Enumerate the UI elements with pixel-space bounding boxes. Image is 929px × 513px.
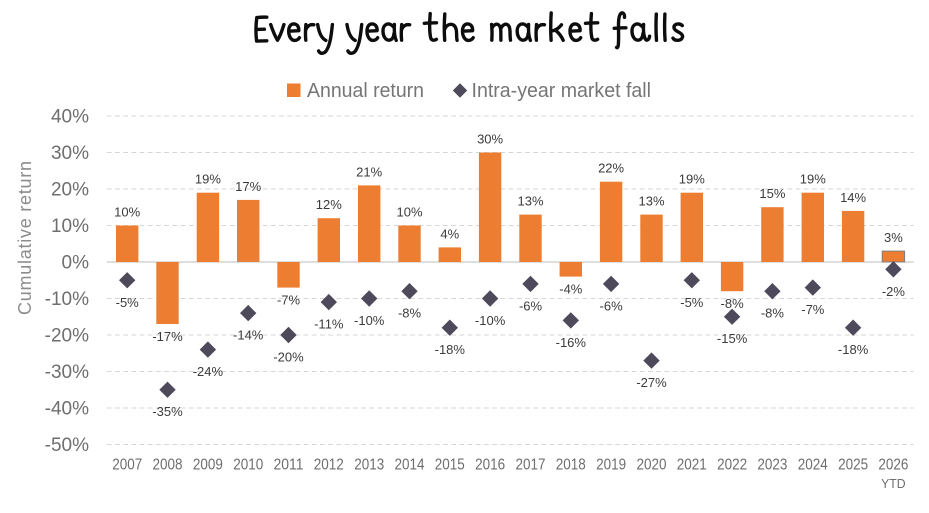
svg-text:-35%: -35% <box>152 404 183 419</box>
svg-text:-40%: -40% <box>45 399 89 420</box>
svg-text:-8%: -8% <box>721 296 745 311</box>
svg-text:22%: 22% <box>598 161 624 176</box>
svg-text:-15%: -15% <box>717 331 748 346</box>
svg-text:13%: 13% <box>517 194 543 209</box>
svg-text:2022: 2022 <box>717 457 747 474</box>
svg-text:30%: 30% <box>51 143 89 164</box>
svg-text:-8%: -8% <box>398 306 422 321</box>
svg-text:-18%: -18% <box>435 342 466 357</box>
svg-text:2026: 2026 <box>878 457 908 474</box>
svg-text:10%: 10% <box>396 205 422 220</box>
svg-text:-20%: -20% <box>273 350 304 365</box>
svg-text:2017: 2017 <box>516 457 546 474</box>
svg-text:2012: 2012 <box>314 457 344 474</box>
svg-text:-5%: -5% <box>116 295 140 310</box>
svg-text:19%: 19% <box>195 172 221 187</box>
svg-text:0%: 0% <box>62 253 90 274</box>
svg-text:15%: 15% <box>759 186 785 201</box>
svg-text:-27%: -27% <box>636 375 667 390</box>
svg-text:-10%: -10% <box>354 313 385 328</box>
svg-text:19%: 19% <box>800 172 826 187</box>
svg-text:2023: 2023 <box>757 457 787 474</box>
svg-text:12%: 12% <box>316 197 342 212</box>
svg-text:-7%: -7% <box>277 293 301 308</box>
svg-text:40%: 40% <box>51 107 89 128</box>
svg-text:2019: 2019 <box>596 457 626 474</box>
svg-text:4%: 4% <box>440 226 459 241</box>
svg-text:2021: 2021 <box>677 457 707 474</box>
svg-text:2020: 2020 <box>637 457 667 474</box>
svg-text:-50%: -50% <box>45 435 89 456</box>
svg-text:2009: 2009 <box>193 457 223 474</box>
svg-text:-10%: -10% <box>475 313 506 328</box>
svg-text:-5%: -5% <box>680 295 704 310</box>
svg-text:2016: 2016 <box>475 457 505 474</box>
svg-text:-18%: -18% <box>838 342 869 357</box>
svg-text:3%: 3% <box>884 230 903 245</box>
svg-text:-6%: -6% <box>519 298 543 313</box>
svg-text:-10%: -10% <box>45 289 89 310</box>
svg-text:Annual return: Annual return <box>307 80 424 102</box>
svg-text:Cumulative return: Cumulative return <box>15 161 35 315</box>
svg-text:-16%: -16% <box>556 335 587 350</box>
svg-text:19%: 19% <box>679 172 705 187</box>
svg-text:20%: 20% <box>51 180 89 201</box>
svg-text:13%: 13% <box>638 194 664 209</box>
svg-text:2024: 2024 <box>798 457 828 474</box>
svg-text:-24%: -24% <box>193 364 224 379</box>
svg-text:10%: 10% <box>51 216 89 237</box>
svg-text:10%: 10% <box>114 205 140 220</box>
svg-text:2015: 2015 <box>435 457 465 474</box>
svg-text:30%: 30% <box>477 132 503 147</box>
svg-text:21%: 21% <box>356 164 382 179</box>
svg-text:-2%: -2% <box>882 284 906 299</box>
svg-text:2014: 2014 <box>395 457 425 474</box>
svg-text:14%: 14% <box>840 190 866 205</box>
svg-text:-20%: -20% <box>45 326 89 347</box>
svg-text:-8%: -8% <box>761 306 785 321</box>
svg-text:2010: 2010 <box>233 457 263 474</box>
svg-text:-6%: -6% <box>600 298 624 313</box>
svg-text:17%: 17% <box>235 179 261 194</box>
svg-text:-14%: -14% <box>233 328 264 343</box>
svg-text:2007: 2007 <box>112 457 142 474</box>
svg-text:-17%: -17% <box>152 329 183 344</box>
svg-text:2011: 2011 <box>274 457 304 474</box>
svg-text:YTD: YTD <box>881 476 906 491</box>
svg-text:-7%: -7% <box>801 302 825 317</box>
svg-text:2018: 2018 <box>556 457 586 474</box>
svg-text:2025: 2025 <box>838 457 868 474</box>
svg-text:2008: 2008 <box>153 457 183 474</box>
svg-text:-30%: -30% <box>45 362 89 383</box>
svg-text:2013: 2013 <box>354 457 384 474</box>
svg-text:-4%: -4% <box>559 282 583 297</box>
svg-text:Intra-year market fall: Intra-year market fall <box>472 80 652 102</box>
svg-text:-11%: -11% <box>314 317 344 332</box>
